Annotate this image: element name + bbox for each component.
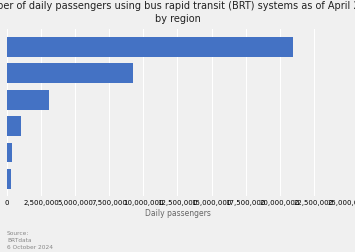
Title: Number of daily passengers using bus rapid transit (BRT) systems as of April 202: Number of daily passengers using bus rap…	[0, 1, 355, 24]
Bar	[7, 143, 12, 163]
X-axis label: Daily passengers: Daily passengers	[144, 208, 211, 217]
Bar	[7, 117, 21, 136]
Bar	[7, 38, 293, 57]
Bar	[7, 64, 132, 84]
Bar	[7, 90, 49, 110]
Text: Source:
BRTdata
6 October 2024: Source: BRTdata 6 October 2024	[7, 231, 53, 249]
Bar	[7, 169, 11, 189]
